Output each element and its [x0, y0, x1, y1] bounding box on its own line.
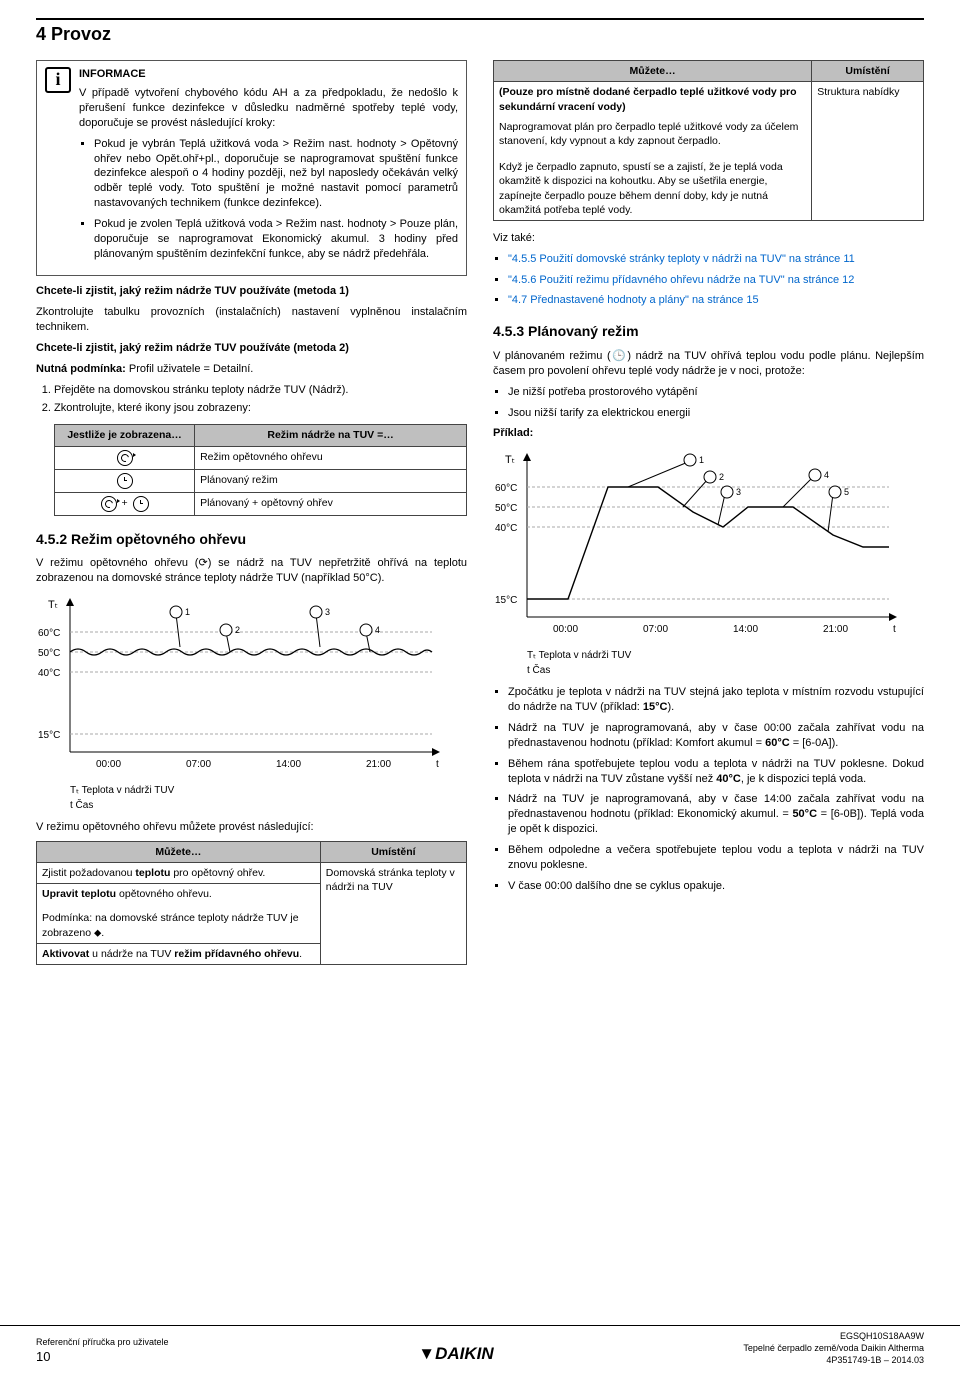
right-column: Můžete… Umístění (Pouze pro místně dodan… [493, 60, 924, 975]
td-icon [55, 446, 195, 469]
brand-logo: ▼DAIKIN [418, 1343, 493, 1366]
link[interactable]: "4.5.5 Použití domovské stránky teploty … [508, 252, 924, 267]
svg-text:00:00: 00:00 [553, 624, 578, 635]
svg-text:50°C: 50°C [38, 648, 60, 659]
td: Aktivovat u nádrže na TUV režim přídavné… [37, 943, 321, 964]
svg-text:14:00: 14:00 [276, 759, 301, 770]
link[interactable]: "4.5.6 Použití režimu přídavného ohřevu … [508, 273, 924, 288]
svg-text:14:00: 14:00 [733, 624, 758, 635]
s452-after: V režimu opětovného ohřevu můžete provés… [36, 820, 467, 835]
info-bullet: Pokud je zvolen Teplá užitková voda > Re… [94, 217, 458, 262]
info-bullet: Pokud je vybrán Teplá užitková voda > Re… [94, 137, 458, 211]
clock-icon [117, 473, 133, 489]
bullet: Zpočátku je teplota v nádrži na TUV stej… [508, 685, 924, 715]
svg-text:t: t [893, 624, 896, 635]
bullet: Jsou nižší tarify za elektrickou energii [508, 406, 924, 421]
chart-scheduled: Tₜ 60°C 50°C 40°C 15°C 1 [493, 447, 924, 677]
s453-body: V plánovaném režimu (🕒) nádrž na TUV ohř… [493, 349, 924, 379]
bullet: Během rána spotřebujete teplou vodu a te… [508, 757, 924, 787]
section-title: 4 Provoz [36, 18, 924, 46]
svg-text:50°C: 50°C [495, 503, 517, 514]
info-para: V případě vytvoření chybového kódu AH a … [79, 86, 458, 131]
bullet: Nádrž na TUV je naprogramovaná, aby v ča… [508, 792, 924, 837]
svg-text:Tₜ: Tₜ [48, 599, 58, 611]
pump-table: Můžete… Umístění (Pouze pro místně dodan… [493, 60, 924, 221]
svg-text:40°C: 40°C [38, 668, 60, 679]
page-number: 10 [36, 1348, 169, 1366]
footer-model: EGSQH10S18AA9W [743, 1330, 924, 1342]
bullet: Je nižší potřeba prostorového vytápění [508, 385, 924, 400]
svg-text:40°C: 40°C [495, 523, 517, 534]
footer-doc-title: Referenční příručka pro uživatele [36, 1336, 169, 1348]
td: Plánovaný + opětovný ohřev [195, 492, 467, 515]
td-icon [55, 469, 195, 492]
th: Umístění [320, 841, 466, 862]
svg-text:15°C: 15°C [38, 730, 60, 741]
td: Režim opětovného ohřevu [195, 446, 467, 469]
left-column: i INFORMACE V případě vytvoření chybovéh… [36, 60, 467, 975]
td: Domovská stránka teploty v nádrži na TUV [320, 863, 466, 965]
footer-product: Tepelné čerpadlo země/voda Daikin Alther… [743, 1342, 924, 1354]
svg-text:00:00: 00:00 [96, 759, 121, 770]
method1-body: Zkontrolujte tabulku provozních (instala… [36, 305, 467, 335]
footer-docnum: 4P351749-1B – 2014.03 [743, 1354, 924, 1366]
svg-text:07:00: 07:00 [643, 624, 668, 635]
svg-text:3: 3 [736, 487, 741, 497]
method2-cond: Nutná podmínka: Profil uživatele = Detai… [36, 362, 467, 377]
chart-legend: Tₜ Teplota v nádrži TUV t Čas [527, 649, 924, 677]
bullet: V čase 00:00 dalšího dne se cyklus opaku… [508, 879, 924, 894]
s452-body: V režimu opětovného ohřevu (⟳) se nádrž … [36, 556, 467, 586]
step: Zkontrolujte, které ikony jsou zobrazeny… [54, 401, 467, 416]
svg-text:21:00: 21:00 [366, 759, 391, 770]
bullet: Nádrž na TUV je naprogramovaná, aby v ča… [508, 721, 924, 751]
svg-text:4: 4 [824, 470, 829, 480]
th: Jestliže je zobrazena… [55, 425, 195, 446]
td: Struktura nabídky [812, 82, 924, 220]
td: Upravit teplotu opětovného ohřevu. Podmí… [37, 884, 321, 944]
svg-text:1: 1 [699, 455, 704, 465]
reheat-icon [101, 496, 117, 512]
chart-legend: Tₜ Teplota v nádrži TUV t Čas [70, 784, 467, 812]
svg-text:4: 4 [375, 625, 380, 635]
svg-text:5: 5 [844, 487, 849, 497]
svg-text:3: 3 [325, 607, 330, 617]
info-icon: i [45, 67, 71, 93]
info-box: i INFORMACE V případě vytvoření chybovéh… [36, 60, 467, 276]
th: Můžete… [494, 61, 812, 82]
td-icon: + [55, 492, 195, 515]
clock-icon [133, 496, 149, 512]
svg-text:2: 2 [235, 625, 240, 635]
svg-text:07:00: 07:00 [186, 759, 211, 770]
svg-text:1: 1 [185, 607, 190, 617]
method2-head: Chcete-li zjistit, jaký režim nádrže TUV… [36, 341, 467, 356]
subheading-452: 4.5.2 Režim opětovného ohřevu [36, 530, 467, 549]
reheat-icon [117, 450, 133, 466]
th: Režim nádrže na TUV =… [195, 425, 467, 446]
svg-text:Tₜ: Tₜ [505, 454, 515, 466]
info-title: INFORMACE [79, 67, 458, 82]
td: (Pouze pro místně dodané čerpadlo teplé … [494, 82, 812, 220]
see-also: Viz také: [493, 231, 924, 246]
icon-mode-table: Jestliže je zobrazena… Režim nádrže na T… [54, 424, 467, 515]
example-label: Příklad: [493, 426, 924, 441]
svg-text:t: t [436, 759, 439, 770]
svg-text:15°C: 15°C [495, 595, 517, 606]
method1-head: Chcete-li zjistit, jaký režim nádrže TUV… [36, 284, 467, 299]
svg-text:2: 2 [719, 472, 724, 482]
page-footer: Referenční příručka pro uživatele 10 ▼DA… [0, 1325, 960, 1376]
step: Přejděte na domovskou stránku teploty ná… [54, 383, 467, 398]
th: Umístění [812, 61, 924, 82]
td: Plánovaný režim [195, 469, 467, 492]
link[interactable]: "4.7 Přednastavené hodnoty a plány" na s… [508, 293, 924, 308]
bullet: Během odpoledne a večera spotřebujete te… [508, 843, 924, 873]
svg-text:60°C: 60°C [495, 483, 517, 494]
chart-reheat: Tₜ 60°C 50°C 40°C 15°C [36, 592, 467, 812]
th: Můžete… [37, 841, 321, 862]
subheading-453: 4.5.3 Plánovaný režim [493, 322, 924, 341]
svg-text:60°C: 60°C [38, 628, 60, 639]
svg-text:21:00: 21:00 [823, 624, 848, 635]
td: Zjistit požadovanou teplotu pro opětovný… [37, 863, 321, 884]
actions-table: Můžete… Umístění Zjistit požadovanou tep… [36, 841, 467, 965]
